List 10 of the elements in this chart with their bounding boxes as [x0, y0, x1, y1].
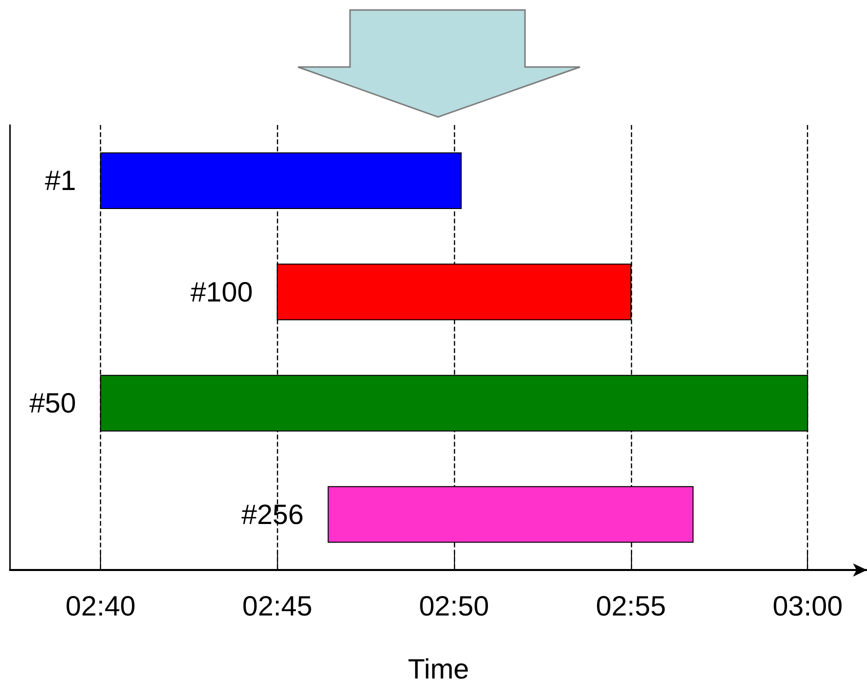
x-tick-label: 03:00: [772, 590, 843, 622]
x-tick-label: 02:45: [242, 590, 312, 622]
x-tick-label: 02:40: [66, 590, 136, 622]
y-tick-label: #1: [44, 165, 76, 196]
x-tick-label: 02:50: [418, 590, 490, 622]
y-tick-label: #50: [29, 388, 76, 419]
y-tick-label: #256: [241, 498, 304, 530]
y-tick-label: #100: [190, 276, 253, 308]
x-axis-title: Time: [408, 654, 470, 684]
x-tick-label: 02:55: [596, 590, 666, 622]
